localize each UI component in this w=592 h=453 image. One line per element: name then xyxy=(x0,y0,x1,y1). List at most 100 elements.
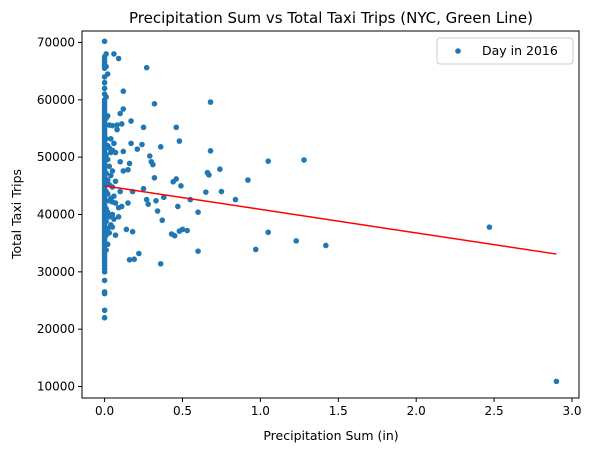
data-point xyxy=(178,183,184,189)
x-tick-label: 0.5 xyxy=(173,404,192,418)
data-point xyxy=(486,224,493,230)
data-point xyxy=(103,136,109,142)
data-point xyxy=(114,126,120,133)
data-point xyxy=(115,213,122,220)
data-point xyxy=(232,196,239,203)
y-tick-label: 40000 xyxy=(37,208,75,222)
data-point xyxy=(101,38,108,45)
trend-line-group xyxy=(104,185,557,255)
data-point xyxy=(218,188,225,195)
data-point xyxy=(207,99,214,105)
x-tick-label: 1.5 xyxy=(329,404,348,418)
data-point xyxy=(176,138,183,144)
data-point xyxy=(104,191,111,197)
data-point xyxy=(103,94,109,100)
data-point xyxy=(128,118,134,124)
data-point xyxy=(101,314,108,321)
data-point xyxy=(109,211,116,218)
data-point xyxy=(103,152,109,158)
data-point xyxy=(125,166,131,173)
data-point xyxy=(301,157,307,163)
data-point xyxy=(111,193,117,199)
data-point xyxy=(104,209,111,216)
data-point xyxy=(293,238,300,244)
data-point xyxy=(151,175,158,181)
data-point xyxy=(252,246,259,253)
data-point xyxy=(150,161,156,168)
data-point xyxy=(123,226,130,233)
data-point xyxy=(136,250,142,257)
trend-line xyxy=(104,185,557,255)
data-point xyxy=(125,200,131,206)
data-point xyxy=(129,228,136,235)
data-point xyxy=(103,247,109,253)
y-tick-label: 60000 xyxy=(37,93,75,107)
y-tick-label: 50000 xyxy=(37,150,75,164)
y-tick-label: 10000 xyxy=(37,380,75,394)
data-point xyxy=(120,168,127,174)
chart-title: Precipitation Sum vs Total Taxi Trips (N… xyxy=(129,9,533,27)
plot-area: 0.0 0.5 1.0 1.5 2.0 2.5 3.0 10000 20000 30000 400… xyxy=(37,30,582,418)
data-point xyxy=(104,71,111,77)
data-point xyxy=(114,122,120,128)
x-tick-label: 1.0 xyxy=(251,404,270,418)
data-point xyxy=(118,121,125,127)
x-tick-label: 2.0 xyxy=(407,404,426,418)
data-point xyxy=(184,227,190,234)
data-point xyxy=(103,218,109,225)
data-point xyxy=(206,172,212,178)
data-point xyxy=(109,168,116,174)
data-point xyxy=(139,141,145,148)
data-point xyxy=(112,200,119,206)
data-point xyxy=(101,79,108,86)
data-point xyxy=(245,177,251,183)
data-point xyxy=(120,148,127,155)
y-tick-label: 70000 xyxy=(37,35,75,49)
data-point xyxy=(553,378,560,385)
data-point xyxy=(207,148,214,154)
data-point xyxy=(109,224,116,230)
data-point xyxy=(111,216,117,222)
scatter-points xyxy=(101,38,560,385)
data-point xyxy=(111,140,117,147)
data-point xyxy=(101,269,108,275)
data-point xyxy=(111,51,117,57)
data-point xyxy=(160,194,167,201)
data-point xyxy=(159,217,166,224)
data-point xyxy=(112,178,119,185)
data-point xyxy=(104,241,111,248)
legend: Day in 2016 xyxy=(436,37,574,65)
data-point xyxy=(101,85,108,92)
plot-border xyxy=(81,30,580,399)
x-axis-ticks: 0.0 0.5 1.0 1.5 2.0 2.5 3.0 xyxy=(95,398,582,418)
data-point xyxy=(146,153,153,159)
data-point xyxy=(153,197,159,204)
data-point xyxy=(151,101,158,107)
data-point xyxy=(103,51,109,57)
data-point xyxy=(154,208,161,214)
x-tick-label: 0.0 xyxy=(95,404,114,418)
legend-label: Day in 2016 xyxy=(482,43,558,58)
x-tick-label: 3.0 xyxy=(562,404,581,418)
y-axis-ticks: 10000 20000 30000 40000 50000 60000 70000 xyxy=(37,35,82,394)
data-point xyxy=(265,158,271,164)
y-tick-label: 30000 xyxy=(37,265,75,279)
data-point xyxy=(109,122,116,129)
data-point xyxy=(175,203,181,210)
data-point xyxy=(157,261,164,267)
data-point xyxy=(173,176,180,182)
data-point xyxy=(103,170,109,177)
data-point xyxy=(143,64,150,71)
x-axis-label: Precipitation Sum (in) xyxy=(263,428,398,443)
plot-frame xyxy=(82,31,579,398)
y-axis-label: Total Taxi Trips xyxy=(9,169,24,260)
data-point xyxy=(112,149,119,156)
data-point xyxy=(104,177,111,183)
data-point xyxy=(117,188,123,195)
data-point xyxy=(117,158,123,165)
data-point xyxy=(103,63,109,70)
data-point xyxy=(128,140,134,147)
data-point xyxy=(203,189,209,195)
data-point xyxy=(134,146,141,152)
